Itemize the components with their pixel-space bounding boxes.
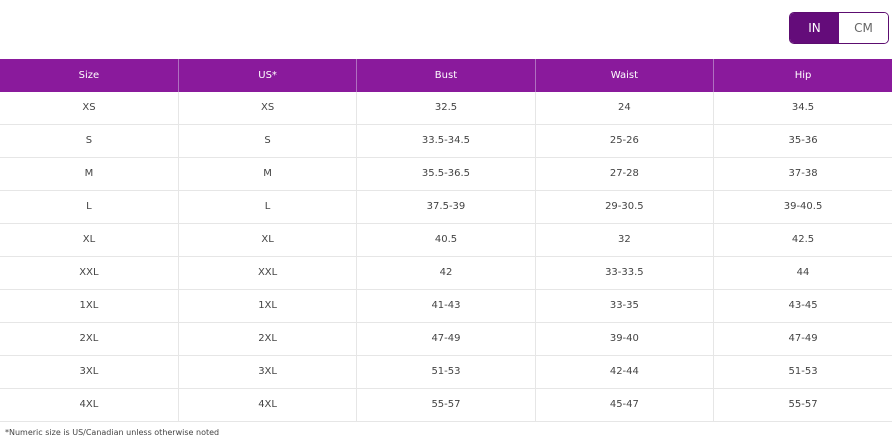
table-cell: 45-47 bbox=[535, 388, 715, 422]
table-cell: 1XL bbox=[0, 289, 179, 323]
table-cell: 40.5 bbox=[356, 223, 536, 257]
table-cell: S bbox=[0, 124, 179, 158]
table-cell: 32.5 bbox=[356, 92, 536, 125]
table-row: M M 35.5-36.5 27-28 37-38 bbox=[0, 157, 892, 191]
table-cell: 42-44 bbox=[535, 355, 715, 389]
table-cell: 4XL bbox=[0, 388, 179, 422]
table-cell: 27-28 bbox=[535, 157, 715, 191]
table-cell: M bbox=[178, 157, 358, 191]
table-row: 4XL 4XL 55-57 45-47 55-57 bbox=[0, 388, 892, 422]
table-cell: L bbox=[0, 190, 179, 224]
table-cell: 4XL bbox=[178, 388, 358, 422]
table-row: 1XL 1XL 41-43 33-35 43-45 bbox=[0, 289, 892, 323]
table-row: L L 37.5-39 29-30.5 39-40.5 bbox=[0, 190, 892, 224]
table-cell: XS bbox=[178, 92, 358, 125]
table-cell: 51-53 bbox=[713, 355, 892, 389]
table-row: XS XS 32.5 24 34.5 bbox=[0, 92, 892, 125]
table-cell: 34.5 bbox=[713, 92, 892, 125]
unit-toggle[interactable]: IN CM bbox=[789, 12, 889, 44]
table-cell: XS bbox=[0, 92, 179, 125]
table-cell: 35.5-36.5 bbox=[356, 157, 536, 191]
table-cell: 43-45 bbox=[713, 289, 892, 323]
table-cell: 37.5-39 bbox=[356, 190, 536, 224]
table-cell: 3XL bbox=[178, 355, 358, 389]
column-header: Hip bbox=[713, 59, 892, 92]
table-cell: 39-40 bbox=[535, 322, 715, 356]
table-cell: XXL bbox=[0, 256, 179, 290]
size-chart-table: Size US* Bust Waist Hip XS XS 32.5 24 34.5 S S 33.5… bbox=[0, 59, 892, 422]
table-cell: 35-36 bbox=[713, 124, 892, 158]
table-cell: 44 bbox=[713, 256, 892, 290]
table-cell: 55-57 bbox=[713, 388, 892, 422]
table-cell: XL bbox=[178, 223, 358, 257]
unit-cm-button[interactable]: CM bbox=[839, 13, 888, 43]
table-row: 3XL 3XL 51-53 42-44 51-53 bbox=[0, 355, 892, 389]
table-cell: M bbox=[0, 157, 179, 191]
table-cell: 55-57 bbox=[356, 388, 536, 422]
size-chart: Size US* Bust Waist Hip XS XS 32.5 24 34.5 S S 33.5… bbox=[0, 59, 892, 438]
table-cell: XXL bbox=[178, 256, 358, 290]
table-cell: 1XL bbox=[178, 289, 358, 323]
table-cell: 42 bbox=[356, 256, 536, 290]
table-cell: 47-49 bbox=[356, 322, 536, 356]
table-cell: 25-26 bbox=[535, 124, 715, 158]
column-header: US* bbox=[178, 59, 358, 92]
table-cell: 33.5-34.5 bbox=[356, 124, 536, 158]
column-header: Size bbox=[0, 59, 179, 92]
column-header: Waist bbox=[535, 59, 715, 92]
table-cell: 32 bbox=[535, 223, 715, 257]
table-cell: 24 bbox=[535, 92, 715, 125]
table-row: XXL XXL 42 33-33.5 44 bbox=[0, 256, 892, 290]
table-row: 2XL 2XL 47-49 39-40 47-49 bbox=[0, 322, 892, 356]
table-cell: L bbox=[178, 190, 358, 224]
footnote: *Numeric size is US/Canadian unless othe… bbox=[5, 428, 220, 437]
table-cell: 3XL bbox=[0, 355, 179, 389]
table-cell: 47-49 bbox=[713, 322, 892, 356]
table-cell: XL bbox=[0, 223, 179, 257]
table-cell: 37-38 bbox=[713, 157, 892, 191]
table-cell: 2XL bbox=[0, 322, 179, 356]
table-cell: S bbox=[178, 124, 358, 158]
table-header-row: Size US* Bust Waist Hip bbox=[0, 59, 892, 92]
table-cell: 29-30.5 bbox=[535, 190, 715, 224]
table-cell: 2XL bbox=[178, 322, 358, 356]
table-cell: 51-53 bbox=[356, 355, 536, 389]
column-header: Bust bbox=[356, 59, 536, 92]
table-cell: 39-40.5 bbox=[713, 190, 892, 224]
unit-in-button[interactable]: IN bbox=[790, 13, 839, 43]
table-cell: 42.5 bbox=[713, 223, 892, 257]
table-cell: 33-33.5 bbox=[535, 256, 715, 290]
table-cell: 41-43 bbox=[356, 289, 536, 323]
table-cell: 33-35 bbox=[535, 289, 715, 323]
table-row: S S 33.5-34.5 25-26 35-36 bbox=[0, 124, 892, 158]
table-row: XL XL 40.5 32 42.5 bbox=[0, 223, 892, 257]
